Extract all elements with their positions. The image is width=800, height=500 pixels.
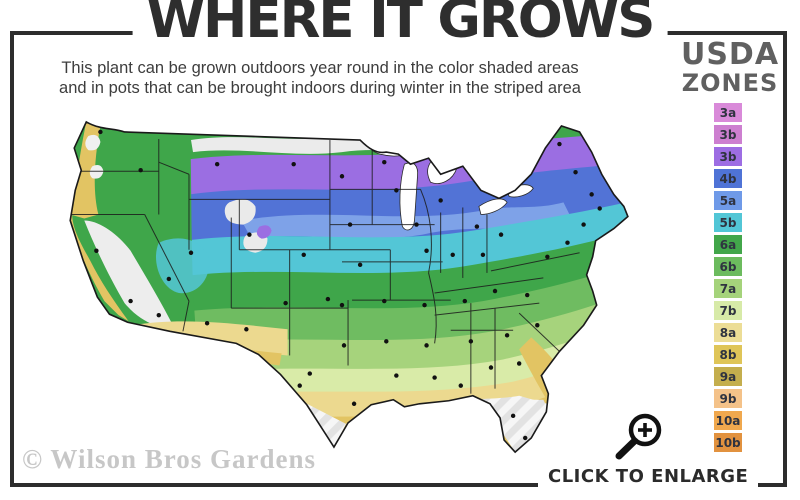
magnifier-zoom-icon[interactable] xyxy=(609,410,667,462)
us-outline xyxy=(69,120,629,454)
zone-chip-9b: 9b xyxy=(714,389,742,408)
city-dots xyxy=(94,129,602,441)
us-zone-map-svg[interactable] xyxy=(40,101,644,475)
zone-chip-10a: 10a xyxy=(714,411,742,430)
enlarge-label[interactable]: CLICK TO ENLARGE xyxy=(538,464,759,489)
map-striped-gulf-coast xyxy=(346,395,548,434)
zone-chip-6b: 6b xyxy=(714,257,742,276)
zone-chip-3b: 3b xyxy=(714,125,742,144)
zone-chip-8a: 8a xyxy=(714,323,742,342)
zone-chip-8b: 8b xyxy=(714,345,742,364)
zone-chip-7a: 7a xyxy=(714,279,742,298)
zone-chip-10b: 10b xyxy=(714,433,742,452)
legend-title-zones: ZONES xyxy=(681,69,779,97)
subtitle-line1: This plant can be grown outdoors year ro… xyxy=(61,59,579,77)
page-title: WHERE IT GROWS xyxy=(132,0,668,51)
subtitle-line2: and in pots that can be brought indoors … xyxy=(59,79,581,98)
watermark: © Wilson Bros Gardens xyxy=(22,444,316,474)
zone-chip-9a: 9a xyxy=(714,367,742,386)
zone-chip-6a: 6a xyxy=(714,235,742,254)
legend-title-usda: USDA xyxy=(680,37,780,72)
zone-chip-5a: 5a xyxy=(714,191,742,210)
zone-chip-4b: 4b xyxy=(714,169,742,188)
map-striped-florida xyxy=(495,399,550,453)
zone-chip-7b: 7b xyxy=(714,301,742,320)
click-to-enlarge[interactable]: CLICK TO ENLARGE xyxy=(538,410,759,489)
subtitle: This plant can be grown outdoors year ro… xyxy=(0,58,640,98)
zone-chip-5b: 5b xyxy=(714,213,742,232)
map-striped-south-texas xyxy=(279,389,347,449)
us-zone-map[interactable] xyxy=(40,101,644,475)
zone-chip-3a: 3a xyxy=(714,103,742,122)
zone-chip-3b: 3b xyxy=(714,147,742,166)
legend-title: USDA ZONES xyxy=(672,37,788,97)
zone-list: 3a 3b 3b 4b 5a 5b 6a 6b 7a 7b 8a 8b 9a 9b 10a 10b xyxy=(714,103,742,455)
